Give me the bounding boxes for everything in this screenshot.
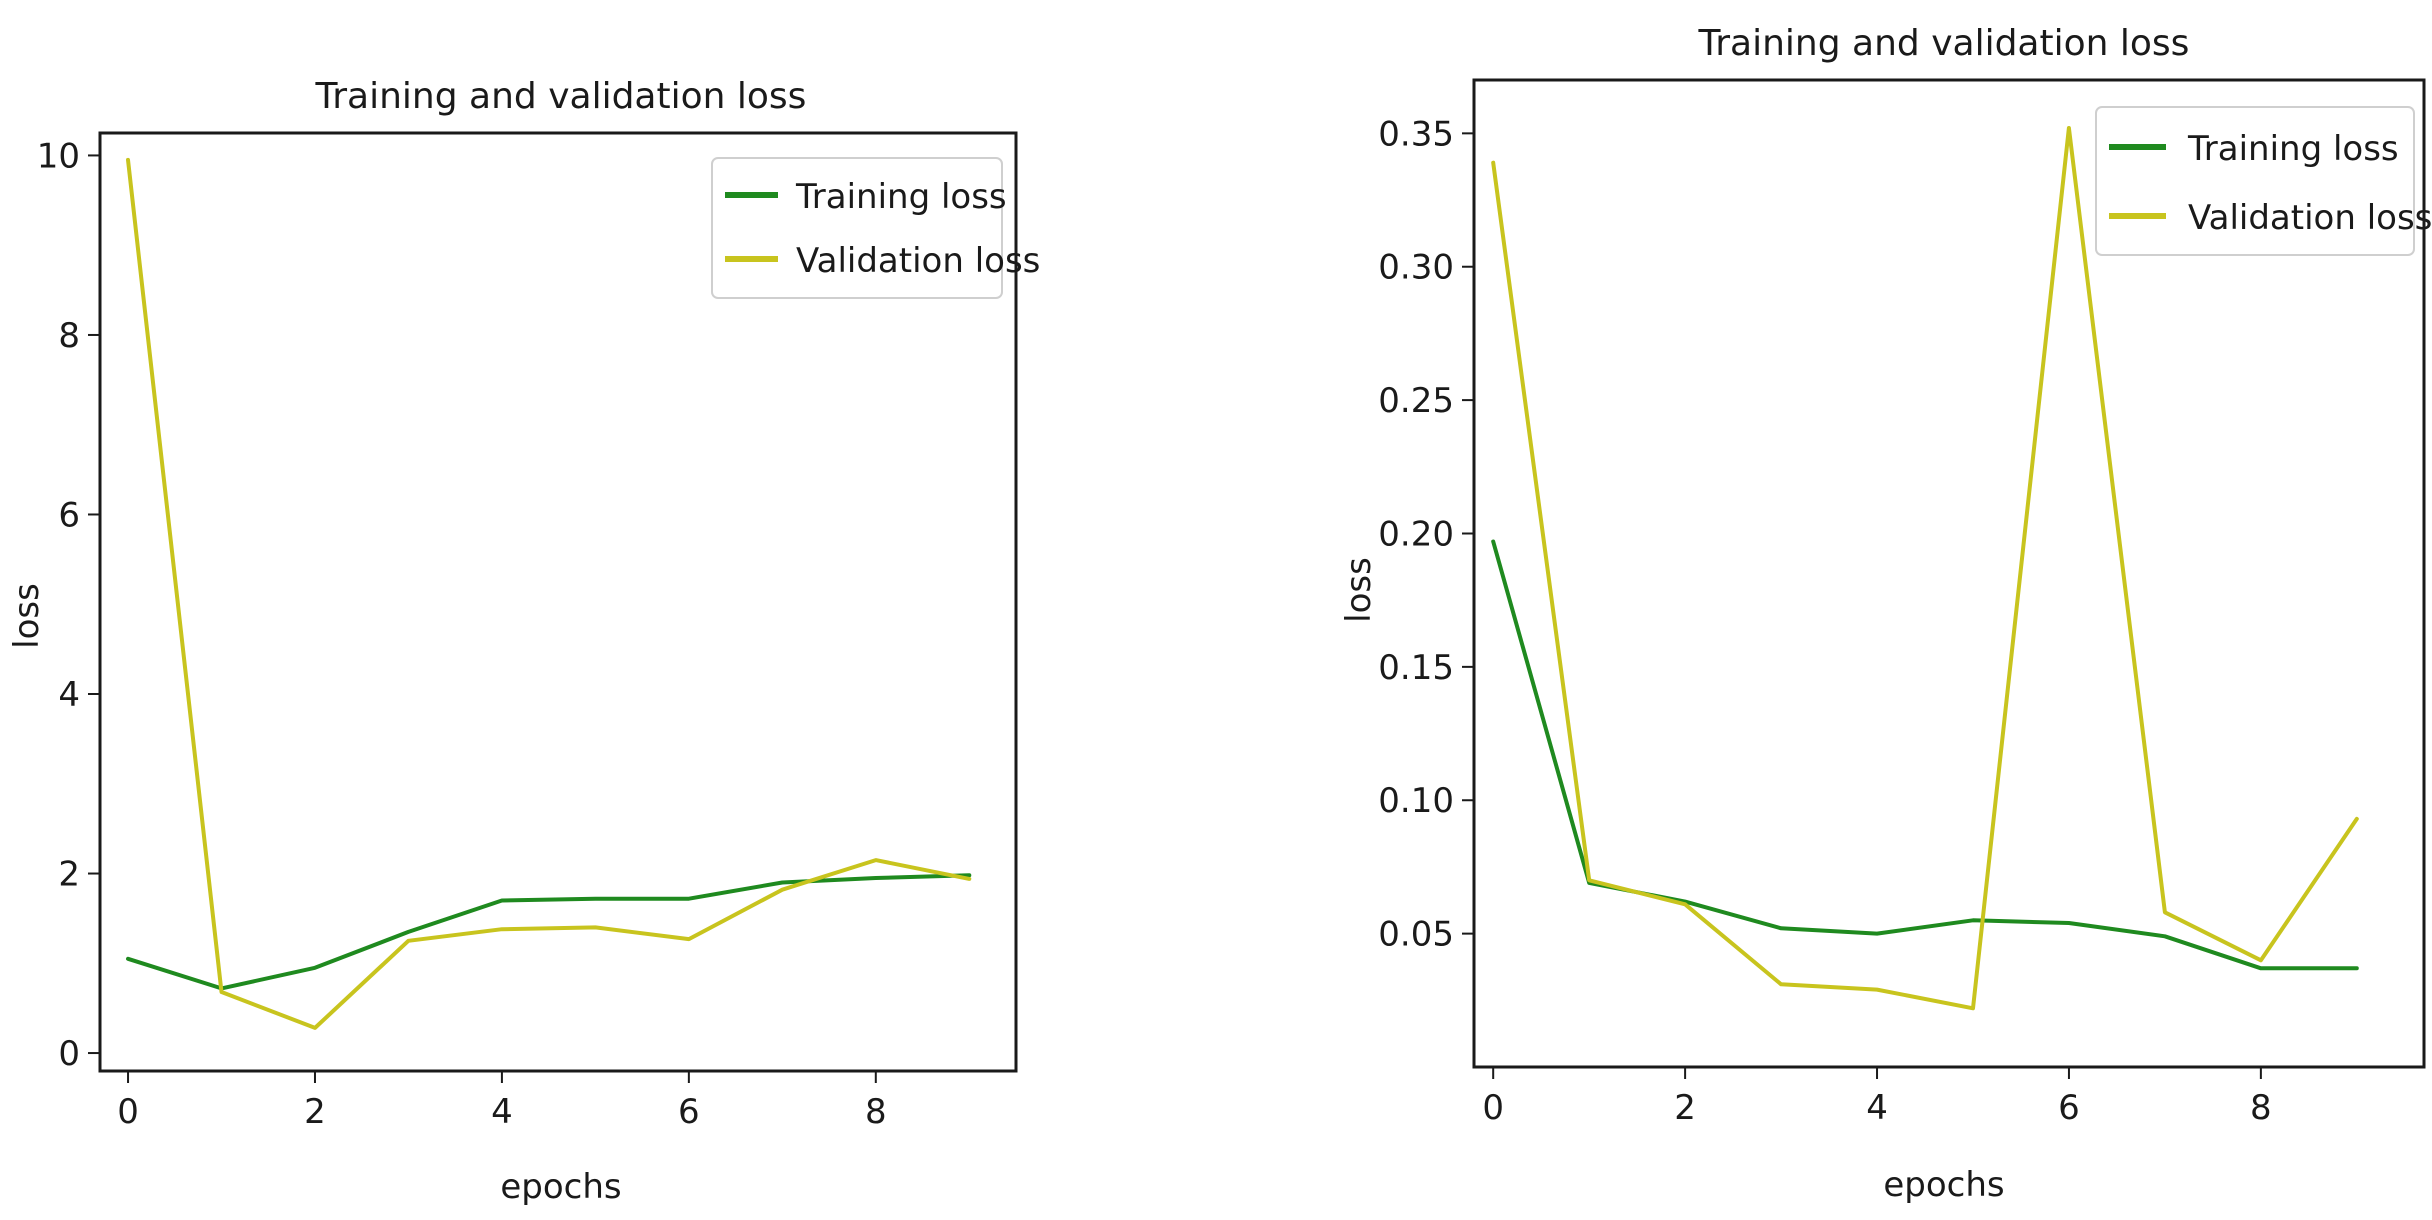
x-tick-label: 0 xyxy=(1482,1088,1504,1128)
legend: Training loss Validation loss xyxy=(711,157,1040,299)
series-group xyxy=(1491,126,2359,1011)
legend-label-validation: Validation loss xyxy=(2188,198,2432,238)
x-tick-label: 6 xyxy=(678,1092,700,1132)
y-tick-label: 0.20 xyxy=(1378,514,1454,554)
training-loss-line xyxy=(126,873,972,991)
plot-frame xyxy=(98,131,1018,1073)
x-tick-label: 0 xyxy=(117,1092,139,1132)
x-tick-label: 8 xyxy=(2250,1088,2272,1128)
x-tick-label: 2 xyxy=(304,1092,326,1132)
validation-loss-line xyxy=(126,157,972,1030)
y-tick-label: 2 xyxy=(58,855,80,895)
y-axis-label: loss xyxy=(1339,557,1379,623)
training-loss-line xyxy=(1491,539,2359,971)
series-group xyxy=(126,157,972,1030)
y-tick-label: 0.35 xyxy=(1378,114,1454,154)
chart-left: Training and validation loss 0 2 4 6 8 0 2 4 6 8 1… xyxy=(7,76,1040,1207)
y-tick-label: 8 xyxy=(58,316,80,356)
legend-label-training: Training loss xyxy=(795,177,1007,217)
y-tick-label: 6 xyxy=(58,495,80,535)
tick-group: 0 2 4 6 8 0.05 0.10 0.15 0.20 0.25 0.30 0.35 xyxy=(1378,114,2271,1128)
y-axis-label: loss xyxy=(7,583,47,649)
x-axis-label: epochs xyxy=(1883,1165,2004,1205)
y-tick-label: 0.05 xyxy=(1378,915,1454,955)
tick-group: 0 2 4 6 8 0 2 4 6 8 10 xyxy=(37,136,887,1132)
y-tick-label: 4 xyxy=(58,675,80,715)
legend: Training loss Validation loss xyxy=(2095,106,2432,256)
x-tick-label: 8 xyxy=(865,1092,887,1132)
y-tick-label: 0.10 xyxy=(1378,781,1454,821)
chart-title: Training and validation loss xyxy=(1698,23,2190,64)
plot-frame xyxy=(1472,78,2426,1069)
legend-label-validation: Validation loss xyxy=(796,241,1040,281)
y-tick-label: 0.25 xyxy=(1378,381,1454,421)
legend-box xyxy=(2095,106,2415,256)
legend-box xyxy=(711,157,1003,299)
y-tick-label: 0.30 xyxy=(1378,248,1454,288)
chart-right: Training and validation loss 0 2 4 6 8 0.05 0.… xyxy=(1339,23,2432,1205)
validation-loss-line xyxy=(1491,126,2359,1011)
legend-label-training: Training loss xyxy=(2187,129,2399,169)
x-axis-label: epochs xyxy=(500,1167,621,1207)
y-tick-label: 0 xyxy=(58,1034,80,1074)
x-tick-label: 2 xyxy=(1674,1088,1696,1128)
y-tick-label: 10 xyxy=(37,136,80,176)
x-tick-label: 4 xyxy=(1866,1088,1888,1128)
y-tick-label: 0.15 xyxy=(1378,648,1454,688)
chart-title: Training and validation loss xyxy=(315,76,807,117)
x-tick-label: 6 xyxy=(2058,1088,2080,1128)
x-tick-label: 4 xyxy=(491,1092,513,1132)
